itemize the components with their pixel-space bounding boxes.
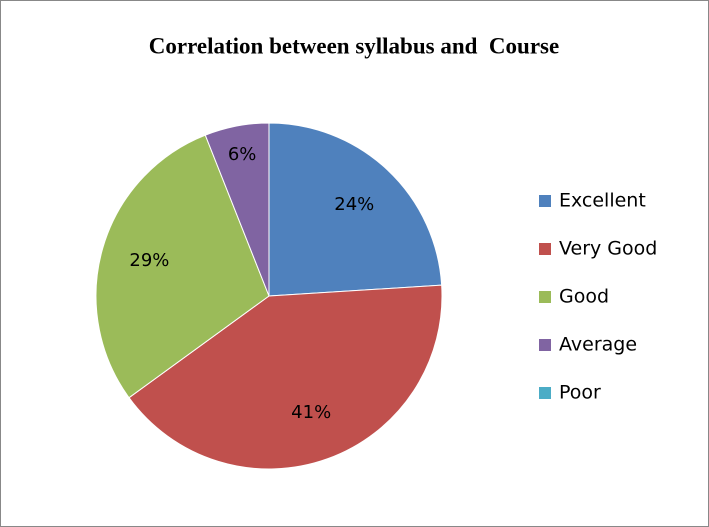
pie-slice xyxy=(268,122,443,297)
legend-label: Excellent xyxy=(559,190,646,212)
legend-swatch xyxy=(539,195,551,207)
pie-slice xyxy=(95,134,270,399)
pie-slice xyxy=(128,284,443,470)
data-label: 41% xyxy=(291,402,331,423)
legend-swatch xyxy=(539,291,551,303)
legend-label: Good xyxy=(559,286,609,308)
chart-title: Correlation between syllabus and Course xyxy=(149,33,559,58)
data-label: 6% xyxy=(228,144,257,165)
legend-swatch xyxy=(539,387,551,399)
data-label: 24% xyxy=(334,194,374,215)
legend-label: Very Good xyxy=(559,238,657,260)
legend-label: Poor xyxy=(559,382,601,404)
legend-swatch xyxy=(539,243,551,255)
legend-label: Average xyxy=(559,334,637,356)
data-label: 29% xyxy=(129,250,169,271)
legend-swatch xyxy=(539,339,551,351)
